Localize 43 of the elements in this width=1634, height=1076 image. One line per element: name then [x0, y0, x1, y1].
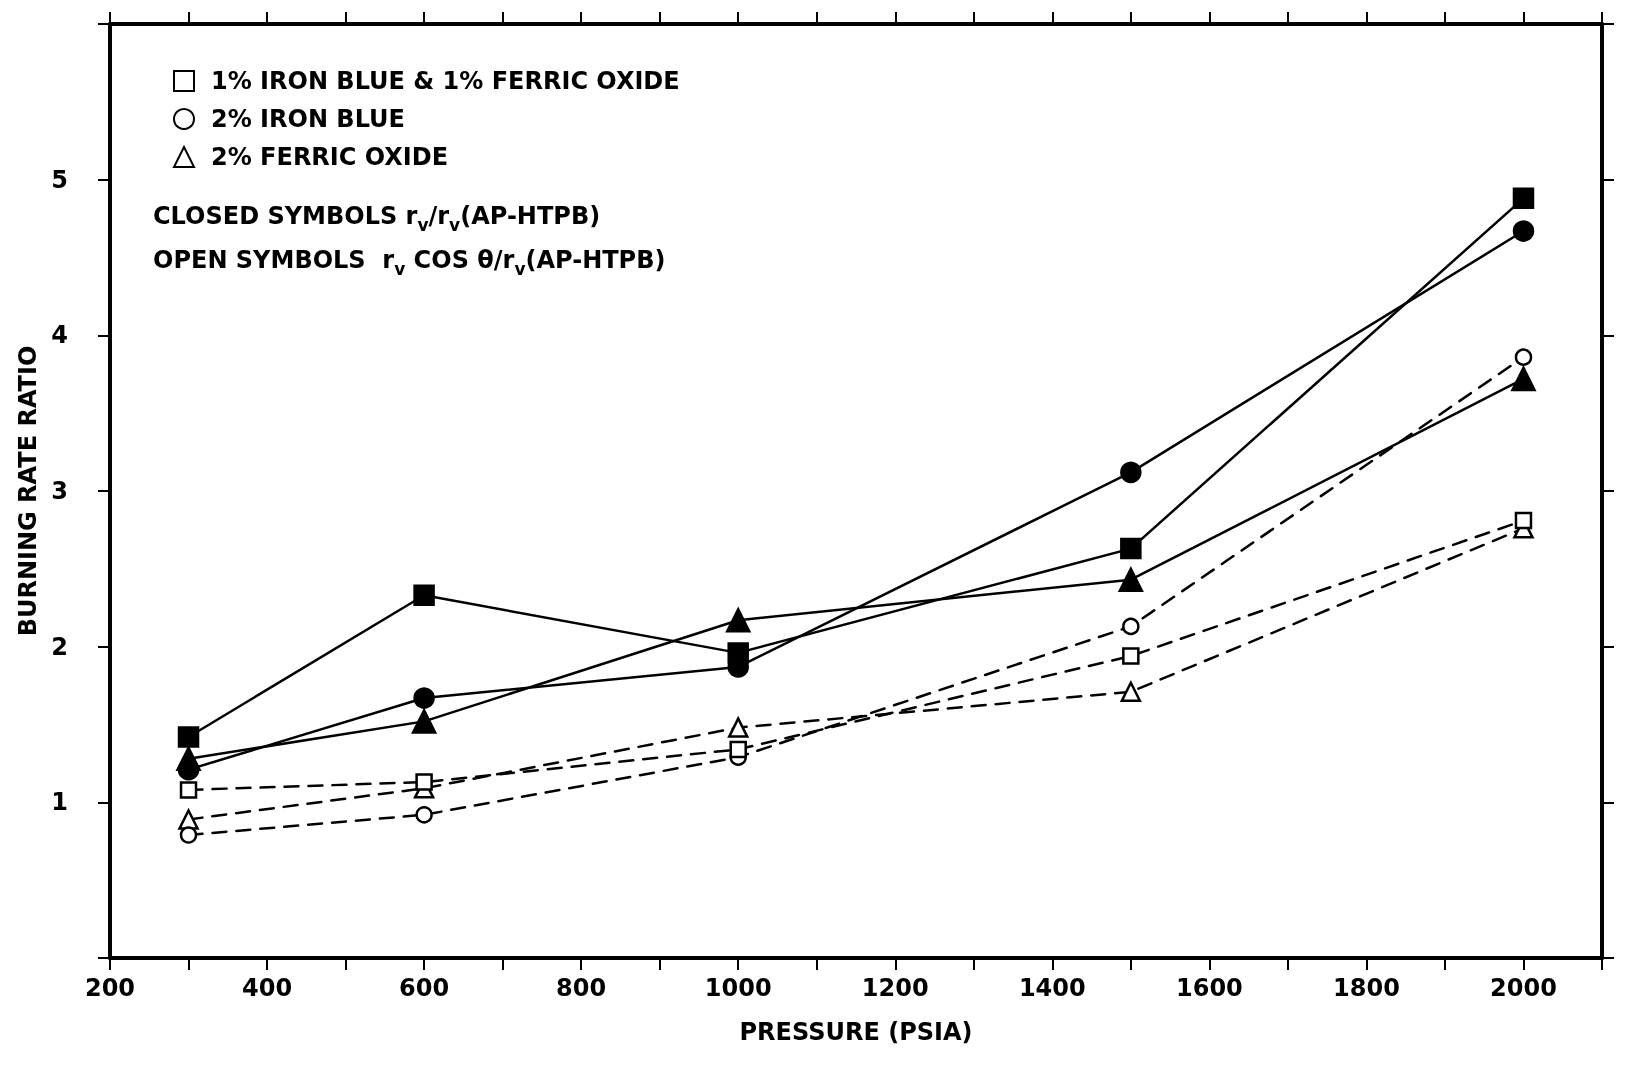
- point: [1511, 366, 1536, 392]
- y-tick-label: 3: [51, 477, 68, 505]
- y-axis-title: BURNING RATE RATIO: [14, 345, 42, 637]
- point: [1118, 567, 1144, 592]
- point: [727, 717, 749, 738]
- point: [1120, 537, 1142, 560]
- y-tick-label: 1: [51, 788, 68, 817]
- legend-label: 2% IRON BLUE: [211, 105, 405, 133]
- x-tick-label: 600: [399, 974, 450, 1002]
- point: [1512, 187, 1535, 210]
- point: [1122, 647, 1140, 665]
- x-tick-label: 1600: [1175, 974, 1243, 1002]
- x-tick-label: 200: [84, 974, 136, 1002]
- legend-label: 2% FERRIC OXIDE: [211, 143, 449, 171]
- point: [1514, 348, 1533, 366]
- point: [725, 607, 751, 633]
- y-tick-label: 2: [51, 632, 68, 661]
- point: [179, 781, 198, 799]
- point: [411, 709, 437, 734]
- x-tick-label: 1800: [1333, 974, 1400, 1002]
- point: [1122, 617, 1140, 636]
- y-tick-label: 4: [51, 321, 68, 350]
- legend-label: 1% IRON BLUE & 1% FERRIC OXIDE: [211, 67, 680, 95]
- point: [729, 740, 747, 759]
- x-tick-label: 1000: [704, 974, 772, 1002]
- x-tick-label: 1200: [861, 974, 929, 1002]
- x-tick-label: 1400: [1018, 974, 1086, 1002]
- x-tick-label: 800: [556, 974, 607, 1002]
- x-tick-label: 2000: [1490, 974, 1557, 1002]
- point: [1514, 511, 1533, 530]
- point: [727, 642, 749, 664]
- point: [415, 773, 433, 791]
- point: [179, 826, 198, 844]
- point: [177, 726, 200, 748]
- point: [413, 687, 435, 709]
- point: [413, 584, 435, 607]
- x-tick-label: 400: [242, 974, 293, 1002]
- point: [1120, 681, 1142, 703]
- point: [1120, 461, 1142, 484]
- x-axis-title: PRESSURE (PSIA): [739, 1018, 973, 1046]
- point: [1512, 220, 1535, 242]
- y-tick-label: 5: [51, 165, 68, 194]
- point: [415, 806, 433, 824]
